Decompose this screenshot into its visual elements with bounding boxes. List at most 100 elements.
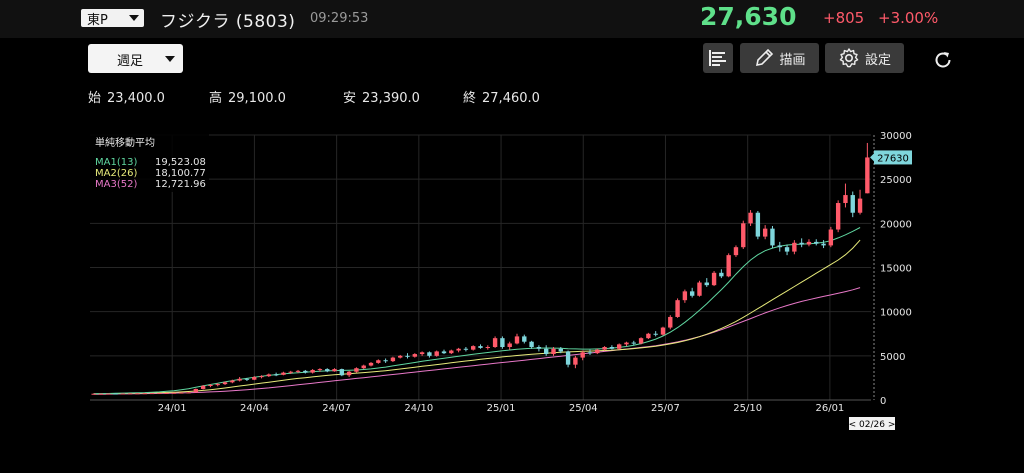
candle-body (339, 369, 345, 376)
candle-body (149, 393, 155, 395)
x-tick-label: 25/01 (487, 403, 516, 414)
candle (682, 289, 688, 303)
candle-body (865, 157, 870, 194)
candle-body (514, 336, 520, 344)
x-tick-label: 25/07 (651, 403, 680, 414)
y-tick-label: 20000 (880, 219, 912, 230)
candle (704, 278, 709, 287)
candle-body (295, 370, 301, 372)
legend-ma3-value: 12,721.96 (155, 179, 206, 190)
period-select-label: 週足 (117, 54, 144, 69)
candle (434, 350, 439, 357)
candle (565, 350, 571, 368)
price-change-percent: +3.00% (878, 9, 939, 27)
indicator-list-button[interactable] (703, 43, 733, 73)
candle (843, 183, 848, 208)
draw-button[interactable]: 描画 (740, 43, 819, 73)
candle-body (354, 368, 359, 372)
candle (595, 348, 600, 355)
candle-body (179, 392, 184, 394)
y-tick-label: 0 (880, 396, 886, 407)
candle (792, 240, 797, 255)
candle (230, 379, 235, 384)
candle-body (266, 374, 272, 377)
candle-body (558, 348, 563, 352)
legend-ma2-value: 18,100.77 (155, 168, 206, 179)
candle (164, 392, 169, 394)
candle-body (171, 392, 177, 394)
x-tick-label: 24/01 (158, 403, 187, 414)
candle-body (828, 229, 834, 246)
settings-button[interactable]: 設定 (825, 43, 904, 73)
ma-legend: 単純移動平均 MA1(13) 19,523.08 MA2(26) 18,100.… (90, 134, 209, 192)
candle (748, 210, 753, 226)
candle (346, 370, 352, 378)
candle (587, 349, 593, 355)
candle (456, 347, 461, 353)
candle-body (91, 393, 96, 395)
candle (200, 384, 206, 390)
candle (733, 245, 739, 257)
low-label: 安 (343, 91, 357, 106)
candle (186, 392, 191, 394)
candle-body (120, 393, 126, 395)
ohlc-low: 安 23,390.0 (343, 87, 420, 106)
candle (441, 349, 447, 355)
candle-body (857, 198, 863, 213)
chevron-down-icon (129, 15, 139, 21)
candle (317, 368, 323, 372)
candle-body (500, 338, 505, 347)
x-tick-label: 24/10 (404, 403, 433, 414)
candle-body (587, 352, 593, 354)
candle-body (164, 392, 169, 394)
candle-body (777, 245, 782, 248)
candle-body (668, 316, 673, 328)
candle-body (127, 393, 133, 395)
candle (646, 332, 651, 340)
period-select[interactable]: 週足 (88, 44, 183, 73)
ohlc-high: 高 29,100.0 (209, 87, 286, 106)
ohlc-close: 終 27,460.0 (463, 87, 540, 106)
market-select[interactable]: 東P (81, 9, 144, 28)
candle (514, 333, 520, 345)
candle (777, 241, 782, 252)
candle (273, 372, 279, 377)
candle (244, 377, 250, 382)
crosshair-date-label: < 02/26 > (849, 420, 896, 430)
close-value: 27,460.0 (482, 91, 540, 106)
candle (281, 371, 286, 376)
candle-body (755, 212, 761, 237)
candle (616, 343, 622, 350)
candle-body (646, 333, 651, 339)
candle (135, 393, 140, 395)
candle-body (638, 338, 644, 344)
candle (157, 392, 162, 395)
candle-body (288, 371, 293, 373)
candle (755, 210, 761, 240)
candle (653, 331, 658, 337)
last-price-pointer (870, 153, 874, 162)
candle (288, 370, 293, 374)
candle (689, 287, 695, 298)
candle (412, 353, 417, 358)
x-tick-label: 24/04 (240, 403, 269, 414)
candle (580, 350, 585, 361)
candle (237, 377, 242, 382)
candle-body (792, 242, 797, 252)
candle-body (835, 203, 841, 230)
candle-body (135, 393, 140, 395)
candle-body (346, 371, 352, 376)
candle (799, 238, 804, 248)
reload-button[interactable] (932, 49, 954, 75)
y-tick-label: 10000 (880, 308, 912, 319)
candle-body (325, 369, 330, 372)
candle (113, 393, 118, 395)
candle-body (580, 352, 585, 358)
x-tick-label: 25/10 (733, 403, 762, 414)
candle (127, 393, 133, 395)
candle-body (361, 365, 366, 369)
candle-body (733, 247, 739, 256)
candle (741, 220, 746, 249)
candle-body (529, 341, 534, 347)
